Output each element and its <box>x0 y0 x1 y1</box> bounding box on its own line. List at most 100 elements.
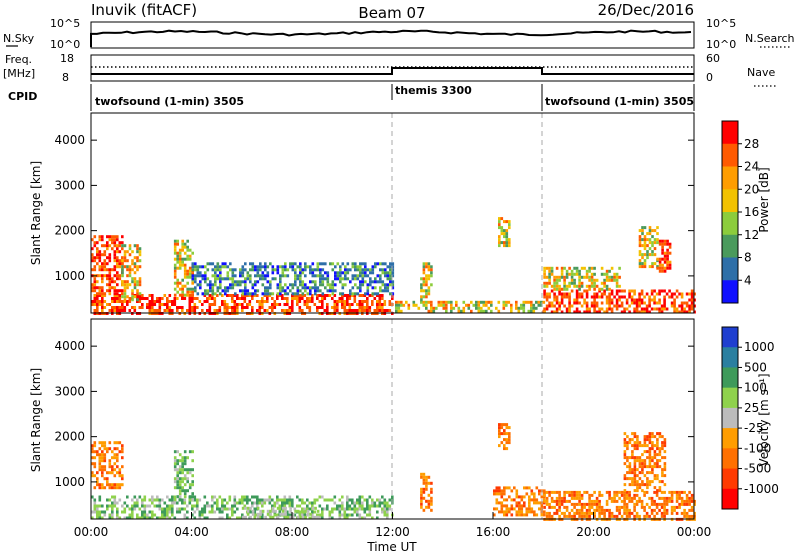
colorbar-tick-label: -25 <box>744 421 764 435</box>
echo-cell <box>389 265 392 269</box>
echo-cell <box>273 303 277 306</box>
echo-cell <box>183 293 187 297</box>
echo-cell <box>128 513 132 517</box>
echo-cell <box>231 309 234 312</box>
echo-cell <box>620 493 624 497</box>
echo-cell <box>266 297 269 300</box>
echo-cell <box>568 490 571 494</box>
echo-cell <box>508 507 511 511</box>
echo-cell <box>568 301 571 305</box>
echo-cell <box>615 499 619 503</box>
echo-cell <box>108 459 112 463</box>
echo-cell <box>376 303 379 306</box>
echo-cell <box>116 244 119 248</box>
echo-cell <box>338 504 342 508</box>
echo-cell <box>578 499 581 503</box>
echo-cell <box>653 444 657 448</box>
echo-cell <box>116 483 119 487</box>
echo-cell <box>126 300 129 303</box>
echo-cell <box>191 268 195 272</box>
echo-cell <box>658 239 662 243</box>
echo-cell <box>136 283 139 287</box>
echo-cell <box>93 465 97 469</box>
echo-cell <box>118 294 122 297</box>
colorbar-swatch <box>722 212 738 236</box>
echo-cell <box>161 507 164 511</box>
echo-cell <box>344 268 347 272</box>
echo-cell <box>578 295 581 299</box>
echo-cell <box>640 289 644 293</box>
echo-cell <box>626 441 629 445</box>
echo-cell <box>383 303 387 306</box>
echo-cell <box>635 304 639 308</box>
echo-cell <box>359 280 362 284</box>
echo-cell <box>645 292 649 296</box>
echo-cell <box>643 238 647 242</box>
echo-cell <box>578 301 581 305</box>
echo-cell <box>553 281 556 285</box>
echo-cell <box>113 244 117 248</box>
echo-cell <box>425 303 428 307</box>
echo-cell <box>656 438 659 442</box>
echo-region-mid <box>173 239 194 297</box>
echo-cell <box>103 250 107 254</box>
echo-cell <box>218 306 222 309</box>
echo-cell <box>241 498 244 502</box>
echo-cell <box>354 262 357 266</box>
echo-cell <box>548 493 551 497</box>
echo-cell <box>118 498 122 502</box>
echo-cell <box>244 506 247 510</box>
echo-cell <box>126 516 129 520</box>
echo-cell <box>186 269 189 273</box>
echo-cell <box>103 306 107 309</box>
echo-cell <box>675 490 679 494</box>
echo-cell <box>661 435 664 439</box>
echo-cell <box>108 471 112 475</box>
echo-cell <box>498 241 501 245</box>
echo-cell <box>336 504 339 508</box>
echo-cell <box>181 471 184 475</box>
echo-cell <box>595 496 599 500</box>
echo-cell <box>405 300 408 304</box>
echo-cell <box>236 309 239 312</box>
echo-cell <box>113 265 117 269</box>
echo-cell <box>495 306 498 310</box>
echo-cell <box>218 507 222 511</box>
echo-cell <box>517 306 521 310</box>
echo-cell <box>314 292 317 296</box>
xtick-label: 00:00 <box>74 525 109 539</box>
echo-cell <box>555 284 559 288</box>
echo-cell <box>643 235 647 239</box>
echo-cell <box>603 281 606 285</box>
echo-cell <box>103 300 107 303</box>
echo-cell <box>356 292 360 296</box>
echo-cell <box>600 301 604 305</box>
echo-cell <box>96 274 99 278</box>
echo-cell <box>301 268 305 272</box>
echo-cell <box>308 306 312 309</box>
echo-cell <box>256 512 260 516</box>
echo-region-mid <box>543 266 621 291</box>
echo-cell <box>633 505 636 509</box>
echo-cell <box>588 508 591 512</box>
echo-cell <box>545 499 549 503</box>
echo-cell <box>388 507 392 511</box>
echo-cell <box>326 294 329 297</box>
echo-cell <box>371 280 375 284</box>
echo-cell <box>171 510 174 514</box>
nave-label: Nave <box>747 66 775 79</box>
echo-cell <box>253 510 257 514</box>
echo-cell <box>183 275 187 279</box>
echo-cell <box>633 468 637 472</box>
echo-cell <box>638 514 641 518</box>
echo-cell <box>334 283 337 287</box>
echo-cell <box>241 306 244 309</box>
echo-cell <box>391 297 394 300</box>
echo-cell <box>638 298 641 302</box>
echo-cell <box>326 271 330 275</box>
echo-cell <box>308 300 312 303</box>
echo-cell <box>548 269 551 273</box>
echo-cell <box>381 297 384 300</box>
echo-cell <box>680 292 684 296</box>
echo-cell <box>638 244 642 248</box>
